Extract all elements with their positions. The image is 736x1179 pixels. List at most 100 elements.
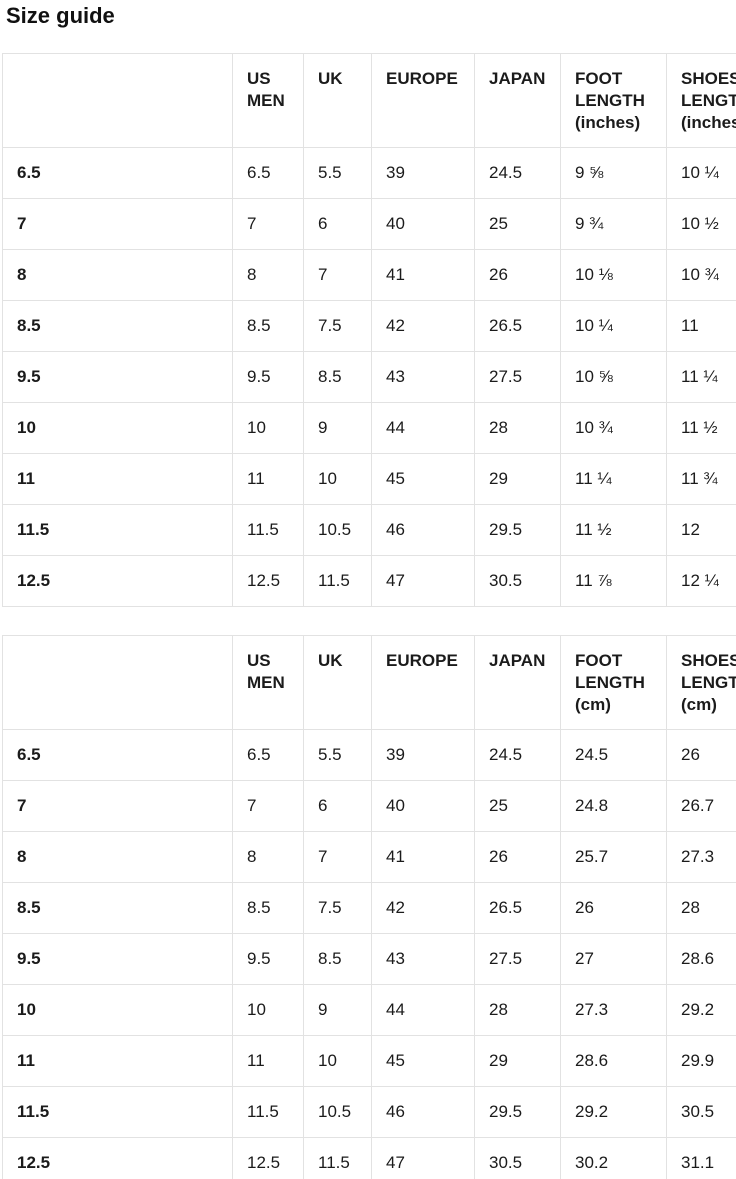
cell: 11.5 <box>303 1137 372 1179</box>
column-header: JAPAN <box>474 53 561 148</box>
cell: 28.6 <box>560 1035 667 1087</box>
row-label: 12.5 <box>2 1137 233 1179</box>
cell: 11 ⅞ <box>560 555 667 607</box>
cell: 41 <box>371 249 475 301</box>
column-header: UK <box>303 635 372 730</box>
cell: 12 <box>666 504 736 556</box>
cell: 45 <box>371 1035 475 1087</box>
cell: 26 <box>560 882 667 934</box>
row-label: 10 <box>2 402 233 454</box>
column-header: UK <box>303 53 372 148</box>
table-row: 10 10 9 44 28 27.3 29.2 <box>2 984 736 1036</box>
row-label: 7 <box>2 198 233 250</box>
cell: 7 <box>303 831 372 883</box>
cell: 10.5 <box>303 504 372 556</box>
column-header: FOOT LENGTH (inches) <box>560 53 667 148</box>
cell: 27.5 <box>474 933 561 985</box>
column-header: SHOES LENGTH (cm) <box>666 635 736 730</box>
column-header: US MEN <box>232 635 304 730</box>
table-row: 8.5 8.5 7.5 42 26.5 10 ¼ 11 <box>2 300 736 352</box>
table-row: 9.5 9.5 8.5 43 27.5 27 28.6 <box>2 933 736 985</box>
column-header: EUROPE <box>371 635 475 730</box>
row-label: 9.5 <box>2 933 233 985</box>
cell: 26.7 <box>666 780 736 832</box>
cell: 11.5 <box>232 504 304 556</box>
table-row: 11 11 10 45 29 28.6 29.9 <box>2 1035 736 1087</box>
cell: 9 <box>303 984 372 1036</box>
column-header: JAPAN <box>474 635 561 730</box>
cell: 8.5 <box>232 300 304 352</box>
row-label: 8 <box>2 831 233 883</box>
cell: 6.5 <box>232 729 304 781</box>
page-title: Size guide <box>6 3 115 28</box>
cell: 42 <box>371 882 475 934</box>
cell: 8 <box>232 249 304 301</box>
cell: 26 <box>666 729 736 781</box>
cell: 11 ¾ <box>666 453 736 505</box>
cell: 42 <box>371 300 475 352</box>
cell: 24.5 <box>474 729 561 781</box>
cell: 31.1 <box>666 1137 736 1179</box>
cell: 10 ¼ <box>560 300 667 352</box>
row-label: 11.5 <box>2 504 233 556</box>
cell: 26 <box>474 831 561 883</box>
cell: 6.5 <box>232 147 304 199</box>
row-label: 8.5 <box>2 300 233 352</box>
column-header: FOOT LENGTH (cm) <box>560 635 667 730</box>
row-label: 8.5 <box>2 882 233 934</box>
header-row: US MEN UK EUROPE JAPAN FOOT LENGTH (inches) S… <box>2 53 736 148</box>
cell: 10 ⅛ <box>560 249 667 301</box>
row-label: 8 <box>2 249 233 301</box>
cell: 8.5 <box>303 933 372 985</box>
cell: 5.5 <box>303 729 372 781</box>
row-label: 7 <box>2 780 233 832</box>
table-row: 9.5 9.5 8.5 43 27.5 10 ⅝ 11 ¼ <box>2 351 736 403</box>
cell: 11 ¼ <box>666 351 736 403</box>
cell: 11 <box>232 453 304 505</box>
corner-header <box>2 53 233 148</box>
row-label: 11 <box>2 453 233 505</box>
cell: 46 <box>371 1086 475 1138</box>
cell: 30.5 <box>666 1086 736 1138</box>
size-table-cm-container: US MEN UK EUROPE JAPAN FOOT LENGTH (cm) SHOES… <box>2 635 736 1179</box>
table-row: 12.5 12.5 11.5 47 30.5 11 ⅞ 12 ¼ <box>2 555 736 607</box>
cell: 26 <box>474 249 561 301</box>
cell: 28 <box>474 984 561 1036</box>
row-label: 10 <box>2 984 233 1036</box>
cell: 10.5 <box>303 1086 372 1138</box>
cell: 46 <box>371 504 475 556</box>
cell: 10 ¾ <box>666 249 736 301</box>
cell: 27.5 <box>474 351 561 403</box>
column-header: EUROPE <box>371 53 475 148</box>
cell: 47 <box>371 1137 475 1179</box>
cell: 25 <box>474 780 561 832</box>
cell: 11 ¼ <box>560 453 667 505</box>
header-row: US MEN UK EUROPE JAPAN FOOT LENGTH (cm) SHOES… <box>2 635 736 730</box>
cell: 39 <box>371 729 475 781</box>
cell: 10 ¾ <box>560 402 667 454</box>
cell: 29.5 <box>474 504 561 556</box>
row-label: 9.5 <box>2 351 233 403</box>
cell: 10 <box>303 453 372 505</box>
corner-header <box>2 635 233 730</box>
cell: 8.5 <box>303 351 372 403</box>
row-label: 6.5 <box>2 147 233 199</box>
cell: 10 ¼ <box>666 147 736 199</box>
cell: 7 <box>232 780 304 832</box>
cell: 7 <box>232 198 304 250</box>
cell: 27 <box>560 933 667 985</box>
cell: 26.5 <box>474 882 561 934</box>
cell: 40 <box>371 198 475 250</box>
row-label: 11 <box>2 1035 233 1087</box>
table-row: 6.5 6.5 5.5 39 24.5 9 ⅝ 10 ¼ <box>2 147 736 199</box>
cell: 30.5 <box>474 1137 561 1179</box>
cell: 27.3 <box>666 831 736 883</box>
cell: 29.2 <box>560 1086 667 1138</box>
cell: 11 ½ <box>666 402 736 454</box>
cell: 9.5 <box>232 351 304 403</box>
cell: 29.5 <box>474 1086 561 1138</box>
cell: 24.5 <box>560 729 667 781</box>
table-row: 8 8 7 41 26 10 ⅛ 10 ¾ <box>2 249 736 301</box>
cell: 26.5 <box>474 300 561 352</box>
cell: 7.5 <box>303 882 372 934</box>
